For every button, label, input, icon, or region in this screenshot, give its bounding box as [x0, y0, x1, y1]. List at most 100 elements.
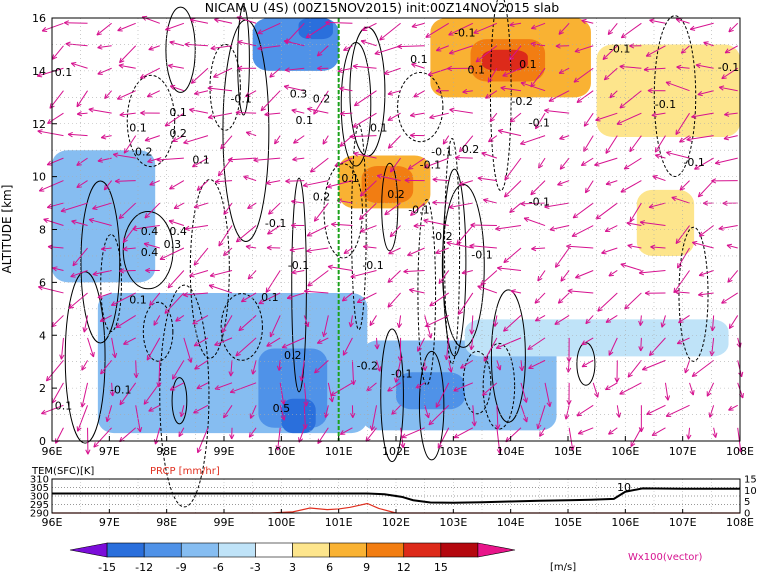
- wind-vector: [583, 135, 594, 152]
- wind-vector: [303, 382, 309, 407]
- wind-vector: [649, 18, 666, 24]
- wind-vector: [520, 382, 528, 403]
- wind-vector: [577, 427, 594, 435]
- contour-line: [397, 71, 444, 143]
- wind-vector: [167, 63, 184, 69]
- contour-label: -0.1: [683, 156, 704, 169]
- wind-vector: [428, 404, 450, 426]
- contour-line: [237, 5, 250, 116]
- contour-label: 0.1: [55, 66, 73, 79]
- wind-vector: [639, 220, 666, 227]
- y-tick-label: 6: [39, 276, 46, 289]
- wind-vector: [429, 112, 449, 120]
- wind-vector: [214, 178, 233, 185]
- wind-vector: [144, 135, 160, 142]
- wind-vector: [410, 132, 425, 139]
- wind-vector: [623, 157, 642, 170]
- wind-vector: [36, 67, 64, 78]
- wind-vector: [619, 64, 642, 70]
- wind-vector: [714, 157, 738, 165]
- wind-vector: [473, 22, 498, 34]
- wind-vector: [291, 108, 305, 114]
- wind-vector: [675, 112, 690, 136]
- wind-vector: [648, 337, 666, 356]
- contour-line: [323, 163, 363, 259]
- wind-vector: [348, 315, 354, 328]
- contour-line: [380, 328, 404, 463]
- contour-label: 0.2: [313, 190, 331, 203]
- wind-vector: [608, 427, 618, 435]
- contour-label: 0.1: [129, 122, 147, 135]
- wind-vector: [435, 88, 449, 94]
- wind-vector: [413, 90, 425, 98]
- wind-vector: [327, 264, 353, 271]
- wind-vector: [409, 112, 425, 118]
- y-tick-label: 14: [32, 65, 46, 78]
- contour-label: 0.2: [387, 188, 405, 201]
- wind-vector: [711, 178, 738, 184]
- wind-vector: [497, 128, 522, 137]
- wind-vector: [648, 202, 666, 209]
- wind-vector: [76, 405, 89, 432]
- wind-vector: [477, 285, 498, 294]
- wind-vector: [503, 315, 522, 332]
- wind-vector: [281, 337, 305, 349]
- wind-vector: [100, 134, 112, 140]
- wind-vector: [341, 292, 353, 302]
- wind-vector: [207, 85, 233, 92]
- x-tick-label: 106E: [611, 516, 639, 529]
- wind-vector: [698, 225, 714, 237]
- wind-vector: [432, 199, 449, 206]
- wind-vector: [247, 270, 257, 280]
- wind-vector: [51, 45, 64, 60]
- colorbar-segment: [69, 542, 108, 558]
- wind-vector: [534, 292, 546, 304]
- wind-vector: [193, 337, 209, 347]
- contour-line: [126, 74, 176, 168]
- wind-vector: [92, 269, 112, 277]
- wind-vector: [407, 247, 425, 257]
- x-tick-label: 107E: [669, 516, 697, 529]
- wind-vector: [581, 359, 594, 368]
- wind-vector: [483, 337, 498, 362]
- contour-label: 0.1: [519, 58, 537, 71]
- colorbar: -15 -12 -9 -6 -3 3 6 9 12 15: [69, 542, 516, 574]
- wind-vector: [554, 247, 570, 268]
- wind-vector: [686, 135, 714, 142]
- contour-label: 0.1: [169, 106, 187, 119]
- wind-vector: [573, 67, 594, 83]
- wind-vector: [576, 404, 594, 417]
- wind-vector: [293, 135, 305, 144]
- wind-vector: [350, 269, 377, 279]
- wind-vector: [530, 180, 546, 196]
- wind-vector: [37, 129, 64, 137]
- wind-vector: [65, 41, 88, 47]
- wind-vector: [673, 270, 690, 294]
- wind-vector: [684, 360, 691, 374]
- wind-vector: [245, 90, 257, 98]
- wind-vector: [144, 202, 161, 219]
- contour-label: 0.2: [313, 93, 331, 106]
- wind-vector: [208, 284, 233, 294]
- wind-vector: [374, 337, 380, 350]
- x-tick-label: 100E: [267, 445, 295, 458]
- contour-label: -0.1: [431, 145, 452, 158]
- x-tick-label: 97E: [99, 445, 120, 458]
- wind-vector: [116, 90, 136, 100]
- wind-vector: [396, 315, 403, 328]
- wind-vector: [483, 198, 498, 204]
- wind-vector: [313, 90, 329, 115]
- wind-vector: [193, 247, 209, 266]
- wind-vector: [646, 404, 666, 415]
- y-tick-label: 8: [39, 224, 46, 237]
- wind-vector: [527, 337, 546, 350]
- wind-vector: [379, 22, 401, 41]
- x-axis: 96E 97E 98E 99E 100E 101E 102E 103E 104E 105E 106E…: [42, 436, 754, 458]
- wind-vector: [654, 135, 666, 153]
- wind-vector: [425, 22, 450, 38]
- wind-vector: [603, 67, 618, 81]
- contour-label: -0.1: [609, 42, 630, 55]
- wind-vector: [737, 427, 743, 453]
- wind-vector: [183, 135, 209, 145]
- wind-vector: [286, 292, 305, 300]
